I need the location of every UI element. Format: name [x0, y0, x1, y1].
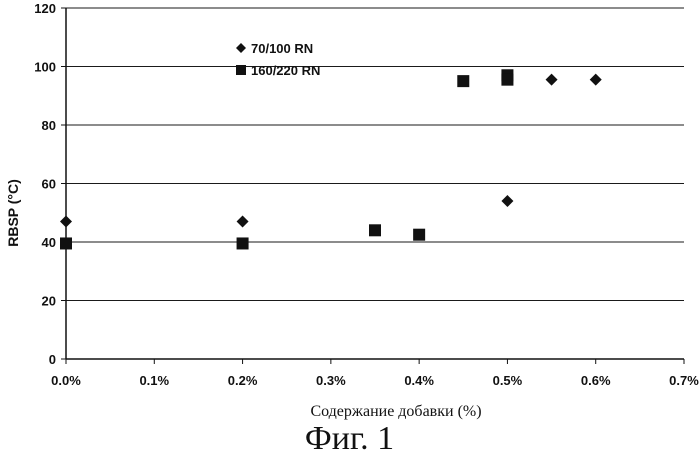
- square-data-point: [60, 237, 72, 249]
- square-data-point: [457, 75, 469, 87]
- y-tick-label: 40: [42, 235, 56, 250]
- x-tick-labels: 0.0% 0.1% 0.2% 0.3% 0.4% 0.5% 0.6% 0.7%: [51, 373, 699, 388]
- y-tick-label: 80: [42, 118, 56, 133]
- y-tick-label: 0: [49, 352, 56, 367]
- x-tick-label: 0.0%: [51, 373, 81, 388]
- y-tick-label: 100: [34, 60, 56, 75]
- diamond-data-point: [501, 195, 513, 207]
- diamond-data-point: [590, 74, 602, 86]
- y-tick-label: 60: [42, 177, 56, 192]
- legend: 70/100 RN 160/220 RN: [236, 41, 320, 78]
- x-tick-label: 0.1%: [139, 373, 169, 388]
- legend-square-icon: [236, 65, 246, 75]
- axes: [61, 8, 684, 364]
- legend-diamond-icon: [236, 43, 246, 53]
- x-tick-label: 0.5%: [493, 373, 523, 388]
- square-data-point: [501, 74, 513, 86]
- x-tick-label: 0.7%: [669, 373, 699, 388]
- x-tick-label: 0.2%: [228, 373, 258, 388]
- square-data-point: [413, 229, 425, 241]
- legend-label: 70/100 RN: [251, 41, 313, 56]
- legend-label: 160/220 RN: [251, 63, 320, 78]
- figure-caption: Фиг. 1: [0, 420, 699, 458]
- y-tick-label: 20: [42, 294, 56, 309]
- x-tick-label: 0.3%: [316, 373, 346, 388]
- diamond-data-point: [237, 216, 249, 228]
- x-tick-label: 0.6%: [581, 373, 611, 388]
- x-tick-label: 0.4%: [404, 373, 434, 388]
- square-data-point: [237, 237, 249, 249]
- y-tick-labels: 0 20 40 60 80 100 120: [34, 1, 56, 367]
- x-axis-label: Содержание добавки (%): [310, 403, 481, 420]
- gridlines: [66, 8, 684, 301]
- scatter-chart: 0 20 40 60 80 100 120 0.0% 0.1% 0.2% 0.3% 0.4% 0.5%…: [0, 0, 699, 420]
- diamond-data-point: [546, 74, 558, 86]
- data-points: [60, 69, 602, 249]
- diamond-data-point: [60, 216, 72, 228]
- y-axis-label: RBSP (°C): [5, 179, 21, 247]
- square-data-point: [369, 224, 381, 236]
- y-tick-label: 120: [34, 1, 56, 16]
